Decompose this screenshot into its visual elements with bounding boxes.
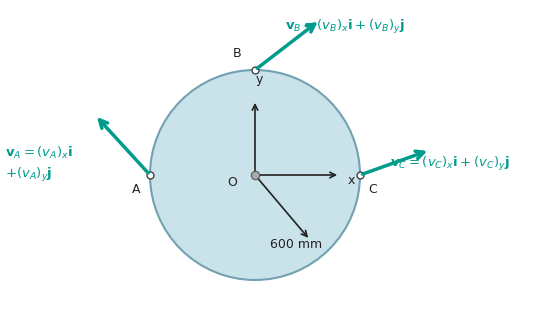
Text: $\mathbf{v}_C = (v_C)_x\mathbf{i} + (v_C)_y\mathbf{j}$: $\mathbf{v}_C = (v_C)_x\mathbf{i} + (v_C… <box>390 155 510 173</box>
Text: O: O <box>227 177 237 189</box>
Text: C: C <box>368 183 377 196</box>
Text: $\mathbf{v}_A = (v_A)_x\mathbf{i}$
$+ (v_A)_y\mathbf{j}$: $\mathbf{v}_A = (v_A)_x\mathbf{i}$ $+ (v… <box>5 145 73 184</box>
Text: B: B <box>232 47 241 60</box>
Circle shape <box>150 70 360 280</box>
Text: A: A <box>132 183 140 196</box>
Text: x: x <box>348 175 355 187</box>
Text: $\mathbf{v}_B = (v_B)_x\mathbf{i} + (v_B)_y\mathbf{j}$: $\mathbf{v}_B = (v_B)_x\mathbf{i} + (v_B… <box>285 18 405 36</box>
Text: y: y <box>255 73 262 86</box>
Text: 600 mm: 600 mm <box>270 238 322 251</box>
